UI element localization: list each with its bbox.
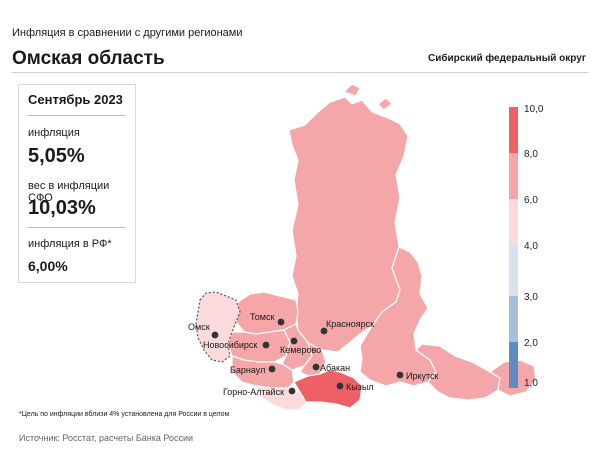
region-krasnoyarsk-islands [343, 83, 361, 97]
city-label-kemerovo: Кемерово [280, 345, 321, 355]
city-label-abakan: Абакан [320, 363, 350, 373]
legend-band-3-4 [509, 245, 518, 296]
weight-label: вес в инфляции СФО [28, 180, 110, 204]
legend-band-2-3 [509, 296, 518, 342]
inflation-value: 5,05% [28, 145, 85, 167]
city-label-kyzyl: Кызыл [346, 382, 374, 392]
legend-band-6-8 [509, 153, 518, 199]
city-dot-abakan [312, 363, 320, 371]
city-label-gorno-altaysk: Горно-Алтайск [223, 387, 284, 397]
footnote: *Цель по инфляции вблизи 4% установлена … [19, 411, 230, 418]
city-dot-tomsk [277, 318, 285, 326]
legend-tick-8: 8,0 [524, 149, 538, 160]
city-label-irkutsk: Иркутск [406, 371, 439, 381]
district-label: Сибирский федеральный округ [427, 53, 586, 64]
city-dot-omsk [211, 331, 219, 339]
page-subtitle: Инфляция в сравнении с другими регионами [12, 27, 243, 39]
city-label-omsk: Омск [188, 322, 210, 332]
city-label-krasnoyarsk: Красноярск [326, 319, 374, 329]
legend-tick-6: 6,0 [524, 195, 538, 206]
source-note: Источник: Росстат, расчеты Банка России [19, 433, 194, 443]
region-omsk [195, 291, 241, 363]
legend-band-1-2 [509, 342, 518, 388]
stats-panel: Сентябрь 2023 инфляция 5,05% вес в инфля… [18, 84, 136, 283]
city-dot-kyzyl [336, 382, 344, 390]
russia-inflation-value: 6,00% [28, 258, 68, 274]
legend-band-8-10 [509, 107, 518, 153]
legend-band-4-6 [509, 199, 518, 245]
inflation-label: инфляция [28, 127, 80, 139]
city-dot-kemerovo [290, 337, 298, 345]
legend-tick-4: 4,0 [524, 241, 538, 252]
legend-tick-3: 3,0 [524, 292, 538, 303]
region-tyva [293, 369, 363, 409]
legend-color-scale: 10,0 8,0 6,0 4,0 3,0 2,0 1,0 [509, 104, 544, 389]
city-label-tomsk: Томск [250, 312, 274, 322]
legend-tick-10: 10,0 [524, 104, 544, 115]
panel-divider-top [28, 115, 126, 116]
city-label-barnaul: Барнаул [230, 365, 265, 375]
russia-inflation-label: инфляция в РФ* [28, 238, 112, 250]
city-label-novosibirsk: Новосибирск [203, 340, 257, 350]
weight-value: 10,03% [28, 197, 96, 219]
panel-divider-bottom [28, 227, 126, 228]
region-krasnoyarsk-islands-2 [377, 97, 393, 111]
header-divider [12, 72, 588, 73]
city-dot-krasnoyarsk [320, 327, 328, 335]
page-title: Омская область [12, 48, 165, 69]
city-dot-gorno-altaysk [288, 387, 296, 395]
period-label: Сентябрь 2023 [28, 92, 123, 107]
city-dot-barnaul [268, 365, 276, 373]
city-dot-irkutsk [396, 371, 404, 379]
city-dot-novosibirsk [262, 341, 270, 349]
legend-tick-1: 1,0 [524, 378, 538, 389]
legend-tick-2: 2,0 [524, 338, 538, 349]
